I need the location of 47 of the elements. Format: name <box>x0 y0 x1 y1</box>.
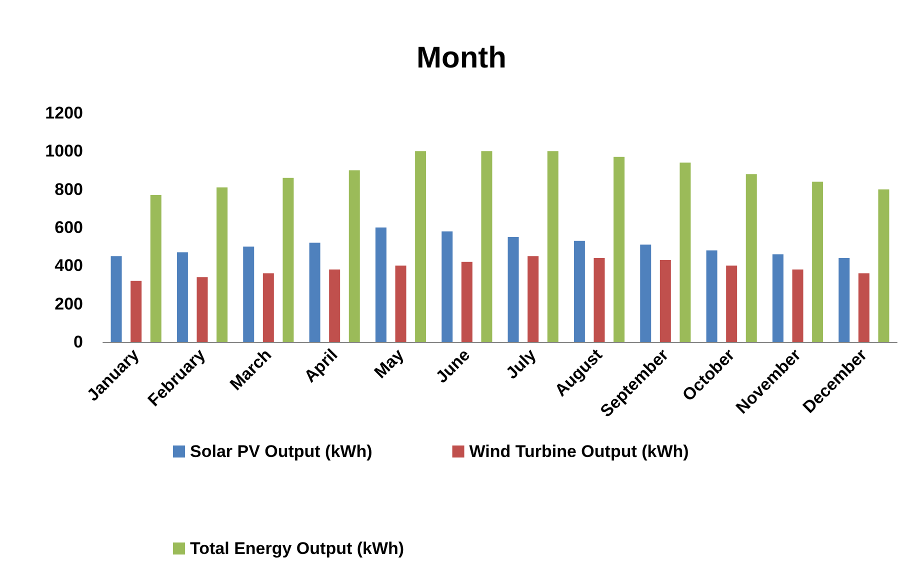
bar <box>348 170 360 342</box>
bar <box>130 280 142 342</box>
bar <box>706 250 718 342</box>
y-tick-label: 1000 <box>45 142 83 161</box>
legend-label: Total Energy Output (kWh) <box>190 539 404 558</box>
bar <box>481 151 492 342</box>
bar <box>812 182 824 342</box>
bar <box>680 162 691 342</box>
bar <box>574 240 585 342</box>
y-tick-label: 600 <box>54 218 83 237</box>
bar <box>528 256 539 342</box>
bar <box>282 178 294 342</box>
bar <box>726 266 738 342</box>
bar <box>262 273 274 342</box>
bar <box>415 151 426 342</box>
bar <box>594 258 605 342</box>
bar <box>792 269 804 342</box>
bar <box>461 262 472 342</box>
y-tick-label: 800 <box>54 180 83 199</box>
bar <box>375 228 386 342</box>
bar <box>176 252 188 342</box>
bar <box>110 256 122 342</box>
bar <box>196 277 208 342</box>
bar <box>508 237 519 342</box>
bar <box>838 258 850 342</box>
bar <box>547 151 558 342</box>
bar <box>216 187 228 342</box>
bar <box>309 242 320 342</box>
bar <box>442 231 453 342</box>
bar <box>395 266 406 342</box>
bar <box>329 269 340 342</box>
legend-label: Wind Turbine Output (kWh) <box>469 442 689 461</box>
y-tick-label: 0 <box>74 332 83 352</box>
bar <box>640 244 652 342</box>
legend-label: Solar PV Output (kWh) <box>190 442 372 461</box>
bar <box>614 156 625 342</box>
y-tick-label: 400 <box>54 256 83 276</box>
bar <box>858 273 870 342</box>
bar <box>878 189 890 342</box>
bar <box>243 246 254 342</box>
bar <box>150 195 162 342</box>
bar <box>746 174 757 342</box>
bar <box>660 260 671 342</box>
y-tick-label: 1200 <box>45 104 83 122</box>
bar <box>772 254 784 342</box>
chart-title: Month <box>416 42 506 74</box>
y-tick-label: 200 <box>54 294 83 314</box>
